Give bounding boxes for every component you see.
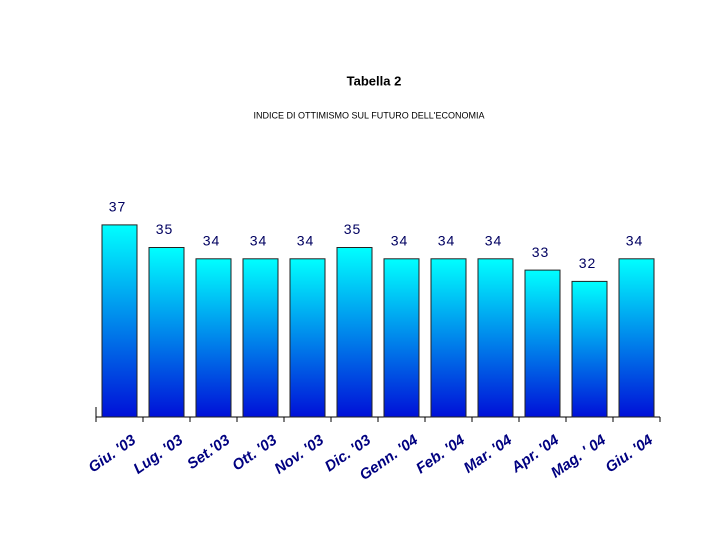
value-label: 34 xyxy=(438,233,456,249)
bar xyxy=(618,258,655,418)
bar xyxy=(571,280,608,418)
x-tick-label: Set.'03 xyxy=(184,431,233,473)
value-label: 35 xyxy=(156,221,174,237)
bar xyxy=(289,258,326,418)
value-label: 34 xyxy=(203,233,221,249)
bar xyxy=(242,258,279,418)
value-label: 34 xyxy=(485,233,503,249)
x-tick-label: Giu. '03 xyxy=(85,431,139,476)
x-tick-label: Nov. '03 xyxy=(271,431,327,477)
bar xyxy=(148,247,185,418)
bar xyxy=(524,269,561,418)
bar xyxy=(477,258,514,418)
x-tick-label: Lug. '03 xyxy=(130,431,186,477)
value-label: 35 xyxy=(344,221,362,237)
value-label: 32 xyxy=(579,255,597,271)
bar xyxy=(336,247,373,418)
bar xyxy=(101,224,138,418)
x-tick-label: Ott. '03 xyxy=(229,431,280,474)
bar xyxy=(195,258,232,418)
x-tick-label: Feb. '04 xyxy=(413,431,469,477)
x-tick-label: Mar. '04 xyxy=(461,431,516,477)
value-label: 34 xyxy=(297,233,315,249)
value-label: 34 xyxy=(626,233,644,249)
bar xyxy=(383,258,420,418)
x-tick-label: Giu. '04 xyxy=(602,431,656,476)
value-label: 34 xyxy=(250,233,268,249)
chart-subtitle: INDICE DI OTTIMISMO SUL FUTURO DELL'ECON… xyxy=(254,110,485,120)
value-label: 33 xyxy=(532,244,550,260)
bar xyxy=(430,258,467,418)
value-label: 34 xyxy=(391,233,409,249)
chart-title: Tabella 2 xyxy=(347,73,402,88)
value-label: 37 xyxy=(109,199,127,215)
